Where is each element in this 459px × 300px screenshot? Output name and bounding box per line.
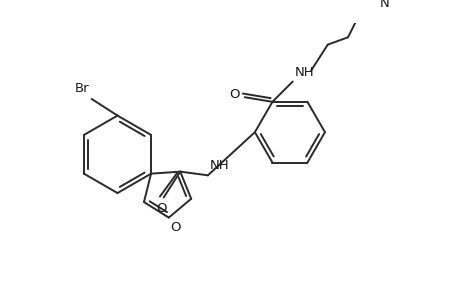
Text: O: O [156, 202, 167, 215]
Text: O: O [229, 88, 240, 101]
Text: NH: NH [294, 66, 313, 79]
Text: Br: Br [74, 82, 89, 95]
Text: NH: NH [209, 159, 229, 172]
Text: O: O [170, 221, 181, 234]
Text: N: N [379, 0, 388, 10]
